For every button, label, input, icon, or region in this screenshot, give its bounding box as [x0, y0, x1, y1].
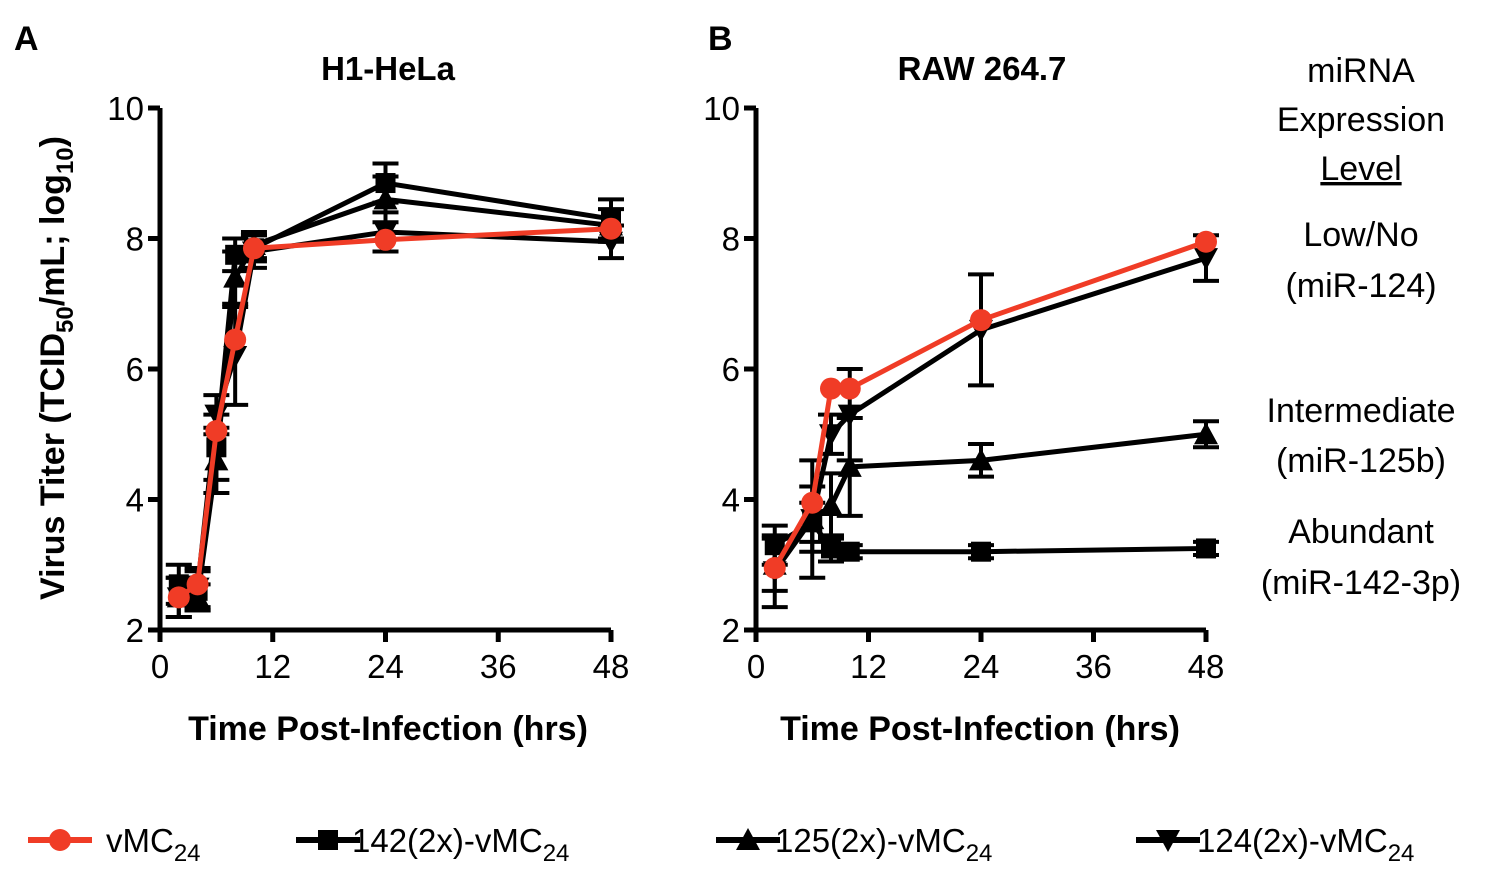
x-tick-label: 12 [254, 648, 291, 685]
legend: vMC24 142(2x)-vMC24 125(2x)-vMC24 124(2x… [28, 822, 1414, 867]
legend-marker-triangle-down [1156, 830, 1180, 852]
annotation-header-2: Expression [1277, 101, 1445, 139]
annotation-abundant-1: Abundant [1288, 513, 1434, 551]
data-point [821, 538, 841, 559]
data-point [763, 557, 786, 580]
data-point [1194, 248, 1218, 271]
legend-label-124: 124(2x)-vMC [1197, 822, 1388, 859]
mirna-annotations: miRNA Expression Level Low/No (miR-124) … [1261, 52, 1461, 602]
legend-label-125: 125(2x)-vMC [775, 822, 966, 859]
data-point [839, 541, 860, 562]
y-tick-label: 4 [722, 482, 740, 519]
y-tick-label: 6 [722, 351, 740, 388]
annotation-intermediate-1: Intermediate [1267, 392, 1456, 430]
panel-a-title: H1-HeLa [321, 50, 456, 87]
data-point [837, 404, 862, 427]
data-point [223, 265, 248, 288]
svg-text:124(2x)-vMC24: 124(2x)-vMC24 [1197, 822, 1414, 867]
y-tick-label: 10 [107, 90, 144, 127]
annotation-abundant-2: (miR-142-3p) [1261, 564, 1461, 602]
y-tick-label: 8 [126, 221, 144, 258]
x-tick-label: 36 [1075, 648, 1112, 685]
svg-text:vMC24: vMC24 [106, 822, 201, 867]
data-point [223, 345, 248, 368]
y-tick-label: 4 [126, 482, 144, 519]
legend-marker-square [318, 830, 338, 850]
annotation-header-3: Level [1320, 150, 1401, 188]
legend-item-142: 142(2x)-vMC24 [296, 822, 569, 867]
data-point [969, 448, 993, 471]
annotation-intermediate-2: (miR-125b) [1276, 442, 1446, 480]
panel-a-ylabel: Virus Titer (TCID50/mL; log10) [34, 136, 79, 600]
panel-a-xlabel: Time Post-Infection (hrs) [188, 710, 588, 748]
data-point [205, 419, 228, 442]
legend-marker-circle [49, 829, 71, 851]
annotation-header-1: miRNA [1307, 52, 1415, 90]
data-point [801, 491, 824, 514]
panel-b-xlabel: Time Post-Infection (hrs) [780, 710, 1180, 748]
x-tick-label: 0 [747, 648, 765, 685]
legend-item-vmc24: vMC24 [28, 822, 201, 867]
data-point [242, 237, 265, 260]
panel-b-title: RAW 264.7 [898, 50, 1067, 87]
y-tick-label: 10 [703, 90, 740, 127]
x-tick-label: 24 [963, 648, 1000, 685]
panel-label-a: A [14, 20, 39, 58]
series-vmc24 [167, 217, 622, 609]
data-point [1196, 538, 1216, 559]
data-point [1195, 230, 1217, 253]
x-tick-label: 0 [151, 648, 169, 685]
annotation-low-2: (miR-124) [1285, 267, 1436, 305]
x-tick-label: 36 [480, 648, 517, 685]
annotation-low-1: Low/No [1303, 216, 1418, 254]
x-tick-label: 48 [593, 648, 630, 685]
y-tick-label: 2 [126, 612, 144, 649]
data-point [167, 586, 190, 609]
legend-item-125: 125(2x)-vMC24 [716, 822, 992, 867]
panel-label-b: B [708, 20, 733, 58]
data-point [1194, 422, 1218, 445]
data-point [819, 494, 843, 517]
svg-text:142(2x)-vMC24: 142(2x)-vMC24 [352, 822, 569, 867]
legend-label-vmc24: vMC [106, 822, 174, 859]
series-vmc24 [763, 230, 1217, 580]
svg-text:125(2x)-vMC24: 125(2x)-vMC24 [775, 822, 992, 867]
x-tick-label: 24 [367, 648, 404, 685]
y-tick-label: 2 [722, 612, 740, 649]
data-point [224, 328, 247, 351]
data-point [837, 454, 862, 477]
x-tick-label: 12 [850, 648, 887, 685]
y-tick-label: 6 [126, 351, 144, 388]
data-point [186, 573, 209, 596]
x-tick-label: 48 [1188, 648, 1225, 685]
data-point [600, 217, 622, 240]
data-point [373, 187, 398, 210]
legend-marker-triangle-up [736, 828, 760, 850]
y-tick-label: 8 [722, 221, 740, 258]
legend-label-142: 142(2x)-vMC [352, 822, 543, 859]
data-point [374, 228, 397, 251]
data-point [838, 377, 861, 400]
data-point [820, 377, 842, 400]
legend-item-124: 124(2x)-vMC24 [1136, 822, 1414, 867]
data-point [970, 309, 992, 332]
data-point [971, 541, 991, 562]
series-line [178, 196, 612, 600]
